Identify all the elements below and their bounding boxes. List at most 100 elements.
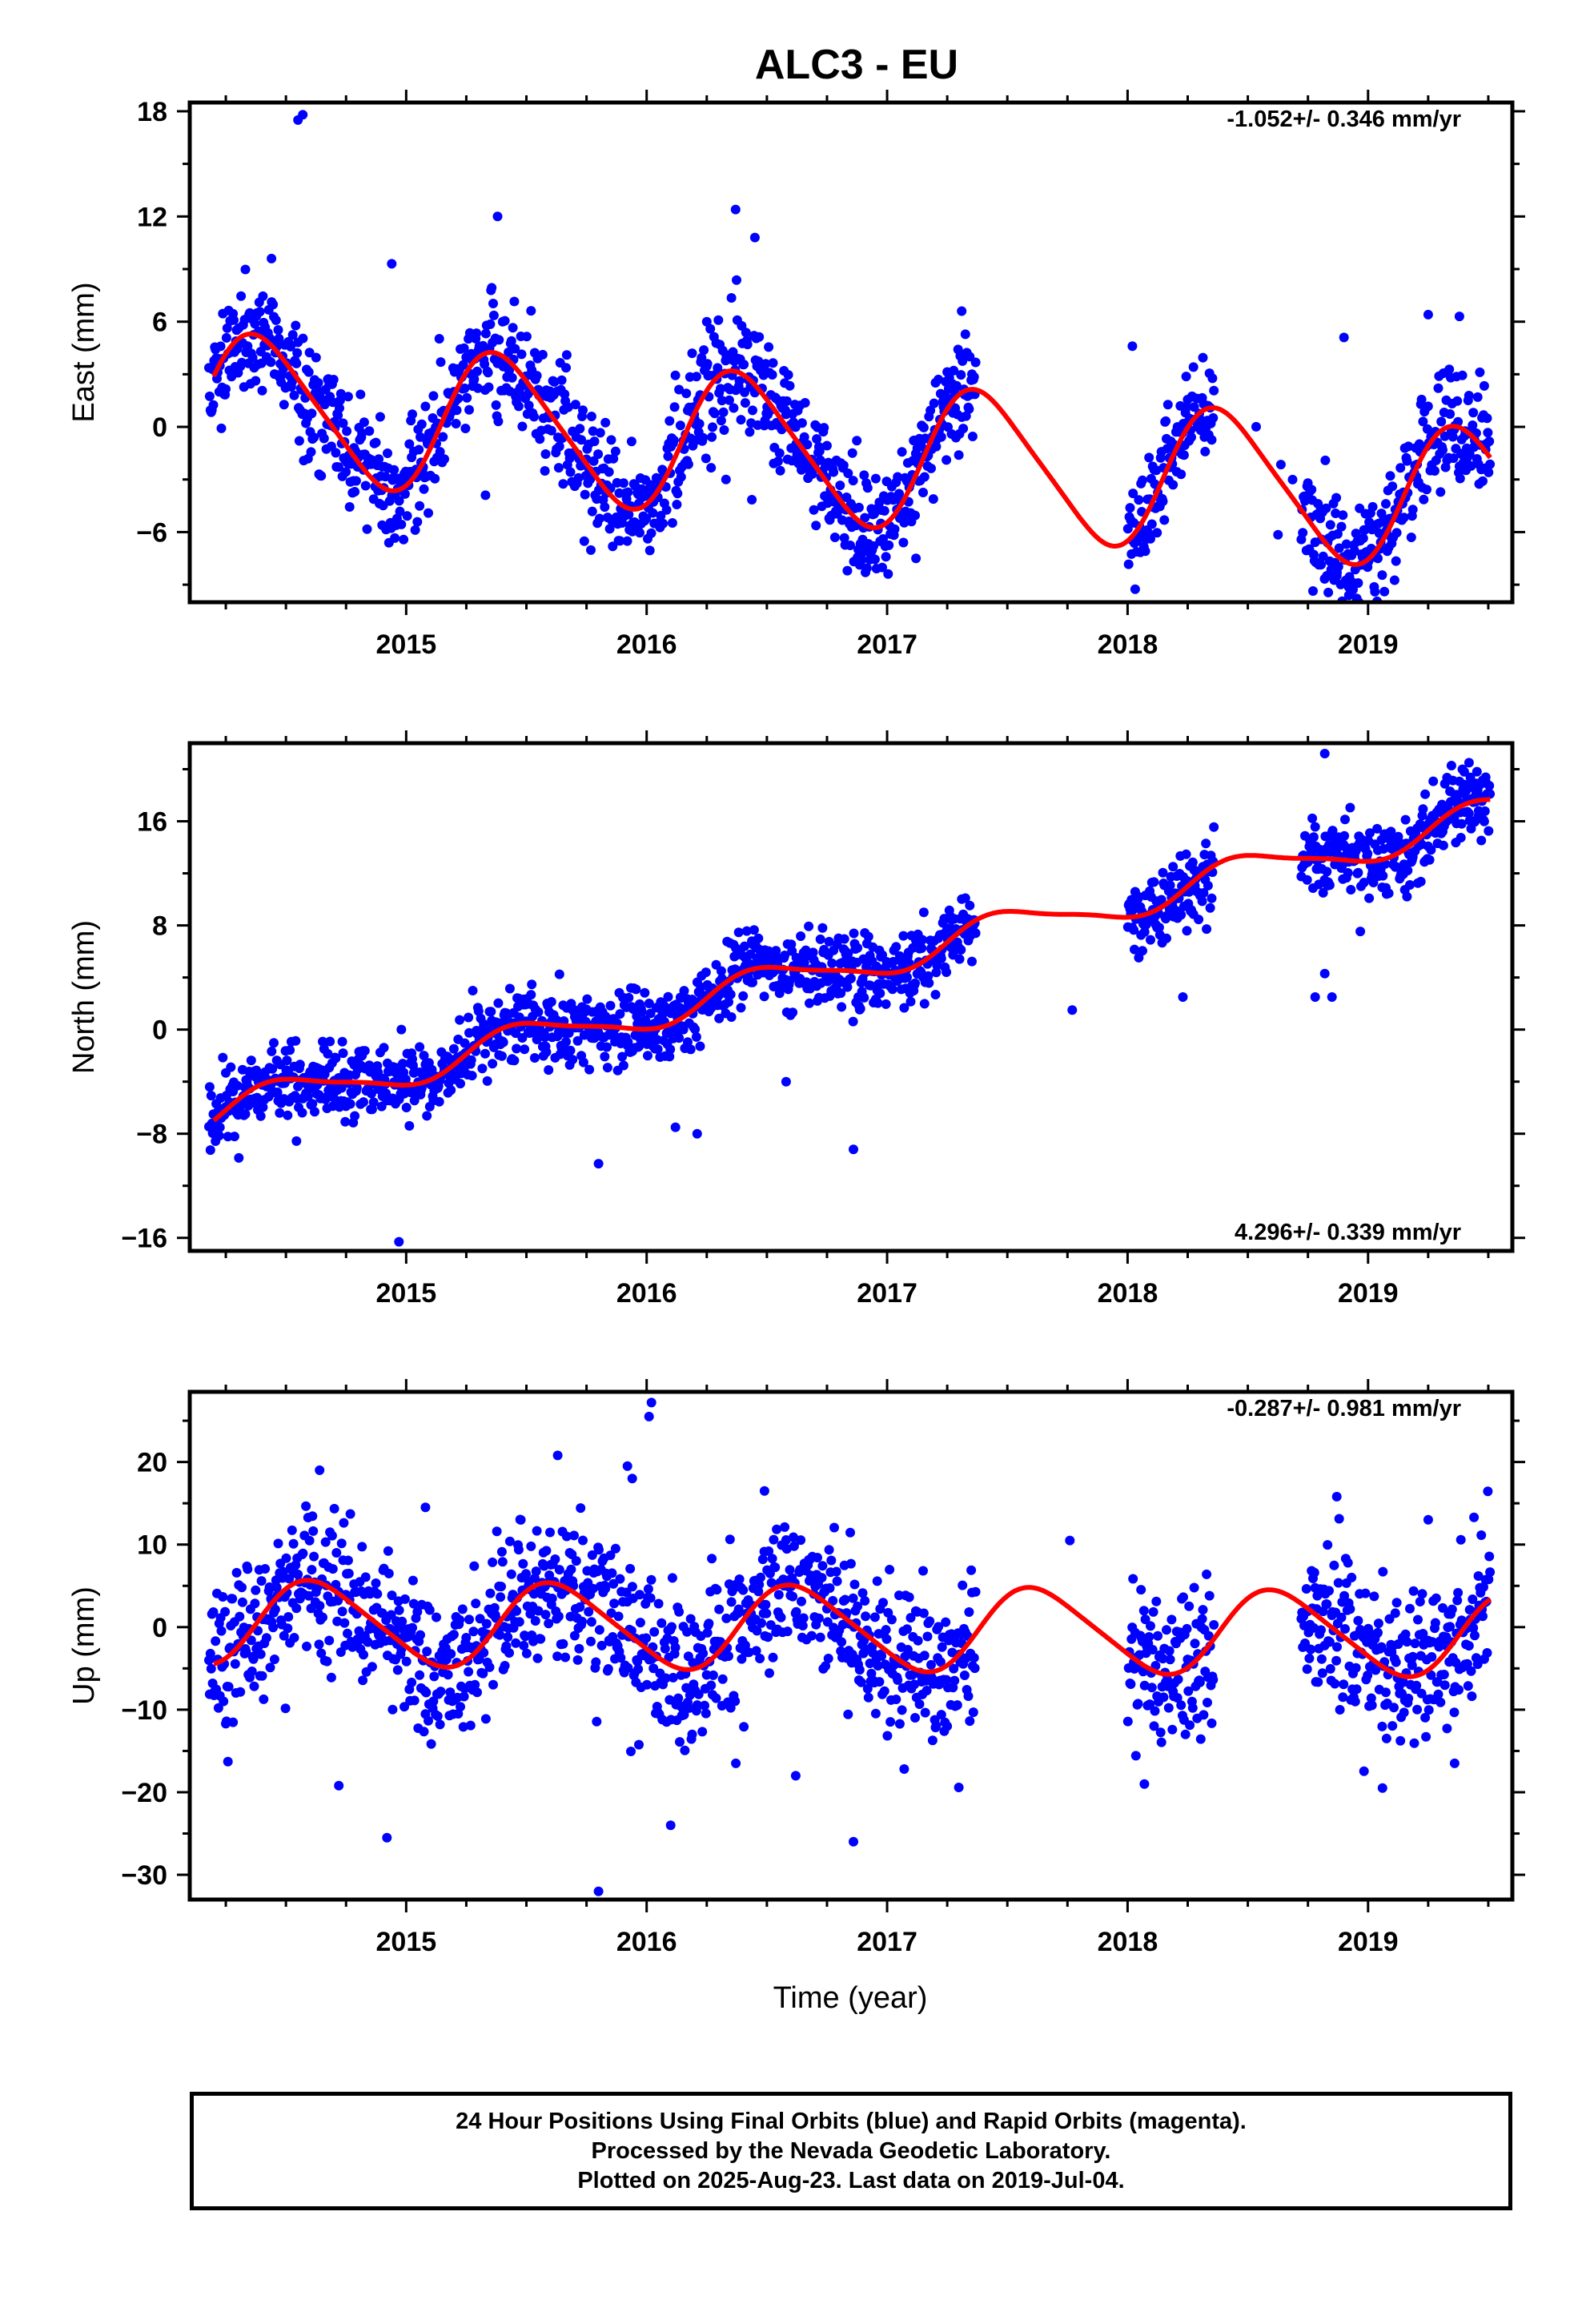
- data-point: [934, 1622, 944, 1632]
- data-point: [228, 1717, 239, 1727]
- data-point: [390, 533, 400, 543]
- data-point: [936, 953, 946, 963]
- data-point: [1187, 857, 1198, 867]
- data-point: [402, 511, 412, 521]
- data-point: [828, 1595, 838, 1606]
- data-point: [1155, 1727, 1166, 1738]
- data-point: [1134, 495, 1144, 505]
- data-point: [396, 519, 407, 529]
- data-point: [436, 357, 446, 368]
- data-point: [541, 1546, 552, 1556]
- data-point: [472, 383, 483, 393]
- data-point: [870, 473, 881, 484]
- data-point: [536, 1634, 546, 1644]
- data-point: [1402, 1637, 1412, 1647]
- data-point: [232, 1080, 243, 1091]
- data-point: [1433, 1689, 1443, 1699]
- data-point: [260, 1564, 271, 1574]
- data-point: [605, 1550, 616, 1561]
- data-point: [362, 524, 372, 534]
- data-point: [488, 310, 499, 320]
- data-point: [634, 1041, 644, 1051]
- data-point: [529, 1589, 539, 1599]
- data-point: [379, 1043, 389, 1053]
- data-point: [1453, 1587, 1464, 1598]
- data-point: [435, 1719, 445, 1730]
- data-point: [211, 1636, 221, 1647]
- data-point: [526, 990, 536, 1000]
- data-point: [304, 348, 315, 358]
- data-point: [706, 463, 717, 473]
- data-point: [621, 1587, 632, 1598]
- data-point: [1182, 926, 1192, 936]
- data-point: [956, 945, 966, 955]
- data-point: [1333, 561, 1343, 572]
- data-point: [1445, 1622, 1456, 1632]
- data-point: [910, 1713, 920, 1723]
- data-point: [1421, 1731, 1431, 1742]
- data-point: [674, 384, 685, 395]
- data-point: [877, 562, 887, 573]
- data-point: [531, 1566, 541, 1577]
- data-point: [1201, 838, 1211, 849]
- data-point: [521, 332, 532, 342]
- data-point: [578, 405, 588, 416]
- data-point: [1373, 1627, 1383, 1638]
- data-point: [1251, 421, 1261, 432]
- data-point: [676, 472, 686, 482]
- data-point: [412, 1606, 423, 1617]
- data-point: [783, 370, 793, 380]
- data-point: [947, 1647, 958, 1658]
- data-point: [1339, 830, 1350, 841]
- data-point: [1136, 1585, 1146, 1595]
- data-point: [339, 1618, 350, 1628]
- data-point: [327, 1564, 338, 1574]
- data-point: [359, 1046, 370, 1056]
- data-point: [400, 1594, 410, 1604]
- data-point: [853, 943, 863, 953]
- data-point: [853, 1601, 863, 1611]
- data-point: [415, 1042, 425, 1052]
- data-point: [821, 440, 832, 451]
- data-point: [1209, 385, 1219, 396]
- data-point: [672, 500, 682, 509]
- data-point: [624, 992, 634, 1003]
- data-point: [1464, 808, 1474, 818]
- data-point: [261, 1633, 271, 1643]
- data-point: [845, 1527, 855, 1538]
- data-point: [247, 1667, 257, 1676]
- x-axis-label: Time (year): [773, 1981, 928, 2015]
- data-point: [663, 991, 673, 1002]
- data-point: [545, 1527, 555, 1538]
- data-point: [885, 1717, 896, 1727]
- data-point: [748, 977, 757, 987]
- data-point: [465, 1720, 476, 1731]
- data-point: [283, 1623, 293, 1634]
- data-point: [395, 506, 405, 517]
- data-point: [1428, 776, 1439, 786]
- data-point: [842, 565, 853, 576]
- data-point: [278, 1566, 288, 1577]
- data-point: [914, 1699, 925, 1709]
- data-point: [872, 1576, 882, 1586]
- data-point: [1479, 1582, 1488, 1592]
- data-point: [1186, 432, 1196, 442]
- data-point: [363, 1637, 373, 1647]
- data-point: [1336, 1612, 1347, 1622]
- data-point: [377, 520, 387, 530]
- x-tick-label: 2016: [616, 1278, 677, 1309]
- data-point: [213, 1703, 223, 1713]
- data-point: [713, 315, 724, 325]
- data-point: [318, 1612, 327, 1622]
- data-point: [929, 398, 939, 408]
- data-point: [267, 1046, 277, 1056]
- data-point: [588, 426, 598, 436]
- data-point: [464, 404, 474, 415]
- data-point: [1189, 402, 1199, 412]
- data-point: [355, 389, 366, 400]
- data-point: [643, 1051, 652, 1061]
- data-point: [324, 1635, 335, 1646]
- data-point: [1387, 481, 1398, 492]
- data-point: [1150, 1706, 1160, 1716]
- data-point: [1464, 1641, 1474, 1651]
